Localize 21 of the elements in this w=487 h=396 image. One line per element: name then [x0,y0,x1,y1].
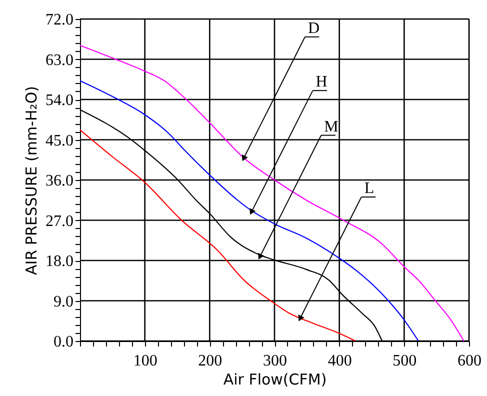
y-tick-label: 45.0 [46,132,74,150]
x-tick-label: 500 [392,352,417,370]
annotation: M [324,118,338,136]
x-tick-label: 100 [133,352,158,370]
y-tick-label: 27.0 [46,212,74,230]
annotation: L [364,180,374,197]
annotation: H [316,74,328,91]
y-tick-label: 0.0 [54,334,74,350]
y-tick-label: 63.0 [46,52,74,69]
x-tick-label: 600 [458,352,482,370]
x-tick-label: 400 [328,352,352,370]
y-tick-label: 54.0 [46,92,74,109]
y-tick-label: 36.0 [46,172,74,190]
x-tick-label: 300 [263,352,287,370]
y-tick-label: 9.0 [54,293,74,310]
y-tick-label: 18.0 [46,253,74,270]
annotation: D [308,20,320,37]
x-axis-title: Air Flow(CFM) [223,370,327,388]
x-tick-label: 200 [198,352,222,370]
y-tick-label: 72.0 [46,12,74,28]
y-axis-title: AIR PRESSURE (mm-H₂O) [22,86,40,275]
